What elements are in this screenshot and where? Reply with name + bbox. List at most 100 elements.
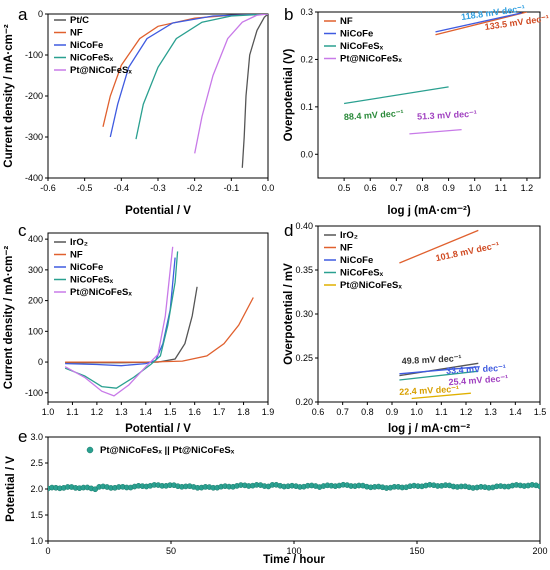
legend-label: NF xyxy=(70,28,83,39)
x-tick-label: 1.2 xyxy=(460,407,473,417)
series-line xyxy=(409,128,462,135)
x-axis-label: Time / hour xyxy=(263,554,325,566)
legend-label: IrO₂ xyxy=(340,230,358,241)
x-tick-label: -0.4 xyxy=(114,183,130,193)
x-tick-label: 1.7 xyxy=(213,407,226,417)
x-tick-label: 0 xyxy=(45,546,50,556)
series-line xyxy=(399,366,479,375)
y-tick-label: 1.5 xyxy=(30,510,43,520)
y-tick-label: -400 xyxy=(25,173,43,183)
series-line xyxy=(241,14,268,168)
series-line xyxy=(65,297,254,363)
y-tick-label: 0 xyxy=(38,357,43,367)
y-tick-label: -200 xyxy=(25,91,43,101)
x-tick-label: 1.0 xyxy=(42,407,55,417)
y-tick-label: 400 xyxy=(28,234,43,244)
x-tick-label: 0.8 xyxy=(361,407,374,417)
slope-annotation: 33.4 mV dec⁻¹ xyxy=(446,363,506,376)
legend-label: Pt@NiCoFeSₓ xyxy=(340,280,402,291)
y-tick-label: 0.40 xyxy=(295,221,313,231)
y-tick-label: 0.2 xyxy=(300,54,313,64)
y-axis-label: Overpotential / mV xyxy=(283,263,295,365)
panel-a: -0.6 -0.5 -0.4 -0.3 -0.2 -0.1 0.0 0 -100 -200 -300… xyxy=(3,5,274,217)
legend-label: NiCoFe xyxy=(70,40,103,51)
plot-frame xyxy=(47,13,269,179)
x-tick-label: 1.0 xyxy=(410,407,423,417)
x-tick-label: 150 xyxy=(409,546,424,556)
y-tick-label: 100 xyxy=(28,326,43,336)
series-lines xyxy=(64,246,254,397)
x-tick-label: 0.6 xyxy=(312,407,325,417)
legend-label: NiCoFeSₓ xyxy=(340,268,384,279)
slope-annotation: 88.4 mV dec⁻¹ xyxy=(344,108,404,122)
panel-label: b xyxy=(284,5,293,24)
legend-label: NF xyxy=(340,243,353,254)
x-tick-label: 50 xyxy=(166,546,176,556)
panel-b: 0.5 0.6 0.7 0.8 0.9 1.0 1.1 1.2 0.0 0.1 0.2 0.3 log … xyxy=(283,3,550,217)
legend-label: Pt@NiCoFeSₓ xyxy=(340,54,402,65)
x-tick-label: 200 xyxy=(532,546,547,556)
legend-label: NF xyxy=(70,250,83,261)
x-tick-label: -0.5 xyxy=(77,183,93,193)
x-tick-label: 1.6 xyxy=(188,407,201,417)
y-tick-label: -100 xyxy=(25,50,43,60)
y-tick-label: 300 xyxy=(28,265,43,275)
x-tick-label: -0.2 xyxy=(187,183,203,193)
y-axis-label: Overpotential (V) xyxy=(283,49,295,142)
legend-label: NiCoFeSₓ xyxy=(340,41,384,52)
x-tick-label: 0.9 xyxy=(386,407,399,417)
x-tick-label: 0.7 xyxy=(390,183,403,193)
series-line xyxy=(65,286,198,364)
series-line xyxy=(435,12,528,36)
y-tick-label: 0.30 xyxy=(295,309,313,319)
x-axis-label: log j (mA·cm⁻²) xyxy=(387,205,471,217)
y-axis-label: Current density / mA·cm⁻² xyxy=(3,246,15,390)
slope-annotation: 49.8 mV dec⁻¹ xyxy=(401,353,461,366)
series-markers xyxy=(48,481,540,493)
x-axis-label: Potential / V xyxy=(125,205,191,217)
y-tick-label: 1.0 xyxy=(30,536,43,546)
legend-label: Pt@NiCoFeSₓ || Pt@NiCoFeSₓ xyxy=(100,445,235,456)
panel-label: c xyxy=(18,221,27,240)
panel-d: 0.6 0.7 0.8 0.9 1.0 1.1 1.2 1.3 1.4 1.5 0.20 0.25 0.… xyxy=(283,221,546,435)
x-axis-label: log j / mA·cm⁻² xyxy=(388,423,470,435)
x-tick-label: 1.1 xyxy=(435,407,448,417)
slope-annotation: 101.8 mV dec⁻¹ xyxy=(435,240,500,263)
slope-annotation: 51.3 mV dec⁻¹ xyxy=(417,109,477,122)
legend-label: NiCoFe xyxy=(340,255,373,266)
x-tick-label: 1.0 xyxy=(468,183,481,193)
x-tick-label: 1.1 xyxy=(66,407,79,417)
y-tick-label: 0.0 xyxy=(300,149,313,159)
y-tick-label: 0.25 xyxy=(295,353,313,363)
y-tick-label: 3.0 xyxy=(30,432,43,442)
x-tick-label: 0.7 xyxy=(336,407,349,417)
x-tick-label: 1.8 xyxy=(237,407,250,417)
legend-label: Pt@NiCoFeSₓ xyxy=(70,287,132,298)
series-line xyxy=(411,392,471,400)
x-tick-label: 0.6 xyxy=(364,183,377,193)
x-tick-label: 0.5 xyxy=(338,183,351,193)
x-tick-label: 0.9 xyxy=(442,183,455,193)
x-tick-label: -0.1 xyxy=(224,183,240,193)
y-tick-label: 2.5 xyxy=(30,458,43,468)
x-tick-label: 1.2 xyxy=(91,407,104,417)
x-tick-label: 1.1 xyxy=(495,183,508,193)
series-line xyxy=(399,370,479,381)
y-tick-label: 0.35 xyxy=(295,265,313,275)
legend-label: NiCoFe xyxy=(70,262,103,273)
y-tick-label: -300 xyxy=(25,132,43,142)
y-tick-label: 2.0 xyxy=(30,484,43,494)
series-line xyxy=(64,246,174,397)
x-axis-label: Potential / V xyxy=(125,423,191,435)
legend-label: Pt@NiCoFeSₓ xyxy=(70,65,132,76)
x-tick-label: 1.4 xyxy=(509,407,522,417)
series-lines xyxy=(399,229,479,400)
panel-label: e xyxy=(18,427,27,446)
slope-annotation: 25.4 mV dec⁻¹ xyxy=(448,373,508,387)
slope-annotation: 22.4 mV dec⁻¹ xyxy=(399,384,459,397)
x-tick-label: 0.8 xyxy=(416,183,429,193)
y-tick-label: 200 xyxy=(28,296,43,306)
x-tick-label: -0.6 xyxy=(40,183,56,193)
legend-label: NiCoFeSₓ xyxy=(70,275,114,286)
x-tick-label: 1.3 xyxy=(484,407,497,417)
